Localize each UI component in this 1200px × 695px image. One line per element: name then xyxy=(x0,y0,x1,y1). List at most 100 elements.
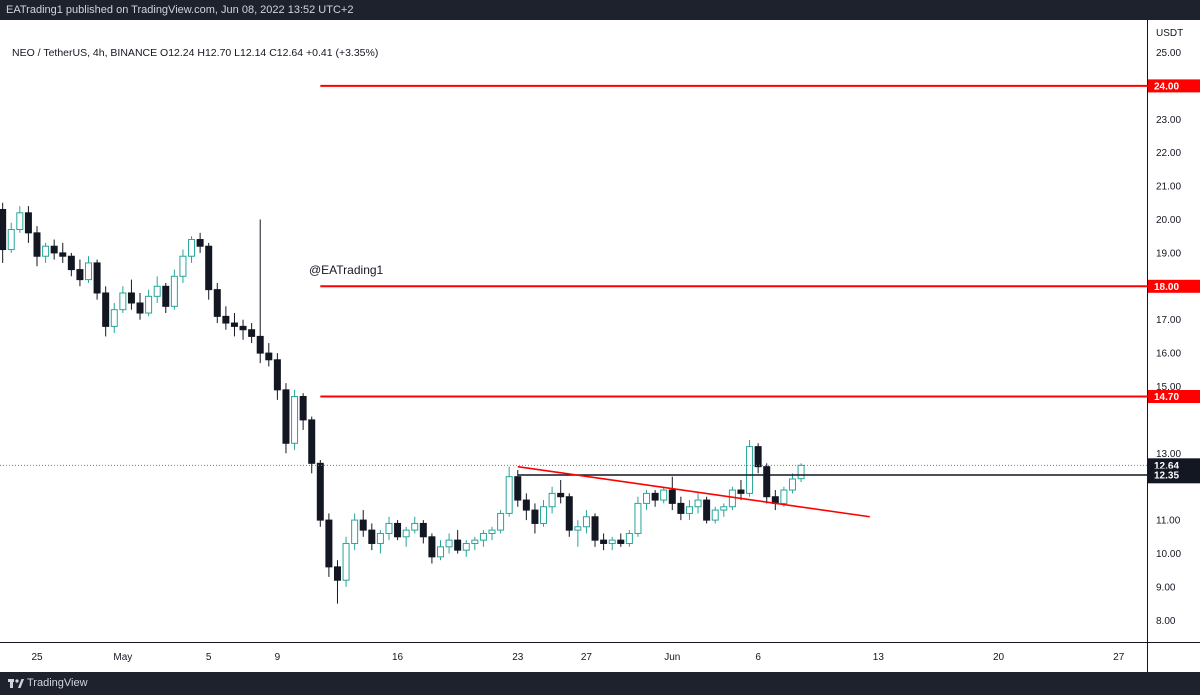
candle xyxy=(574,520,582,547)
candle xyxy=(522,493,530,521)
candle-body xyxy=(59,252,67,257)
candle-body xyxy=(788,478,796,491)
candle xyxy=(788,473,796,494)
candle xyxy=(608,536,616,551)
candle-body xyxy=(67,255,75,271)
candle xyxy=(179,249,187,283)
candle-body xyxy=(325,519,333,568)
candle xyxy=(471,536,479,551)
candle-body xyxy=(196,239,204,247)
candle xyxy=(497,510,505,534)
candle-body xyxy=(402,529,410,538)
candle-body xyxy=(24,212,32,234)
candle-body xyxy=(548,492,556,508)
x-tick-label: 27 xyxy=(581,652,593,663)
level-price-label-box xyxy=(1148,79,1200,93)
candle-body xyxy=(720,506,728,511)
candle-body xyxy=(479,532,487,541)
candle-body xyxy=(462,542,470,551)
y-tick-label: 8.00 xyxy=(1156,616,1176,627)
candle xyxy=(273,353,281,400)
candle xyxy=(145,289,153,317)
candle-body xyxy=(213,289,221,317)
candle-body xyxy=(574,526,582,531)
candle xyxy=(102,286,110,337)
candle-body xyxy=(33,232,41,257)
candle-body xyxy=(634,502,642,534)
candle xyxy=(634,496,642,537)
author-watermark: @EATrading1 xyxy=(309,263,384,277)
candle xyxy=(419,520,427,544)
candle xyxy=(376,530,384,554)
x-tick-label: 16 xyxy=(392,652,404,663)
candle-body xyxy=(617,539,625,544)
x-tick-label: 23 xyxy=(512,652,524,663)
candle xyxy=(436,540,444,561)
y-tick-label: 20.00 xyxy=(1156,215,1181,226)
candle xyxy=(188,236,196,263)
candle xyxy=(557,480,565,504)
candle-body xyxy=(50,245,58,254)
chart-legend: NEO / TetherUS, 4h, BINANCE O12.24 H12.7… xyxy=(12,47,379,59)
candle-body xyxy=(600,539,608,544)
candle xyxy=(548,486,556,514)
footer-bar: TradingView xyxy=(0,672,1200,695)
candle xyxy=(248,323,256,344)
candle-body xyxy=(660,489,668,501)
candle xyxy=(24,206,32,243)
chart-area[interactable]: USDT 25.00 23.00 22.00 21.00 20.00 19.00 17.00… xyxy=(0,20,1200,672)
candle xyxy=(737,480,745,501)
last-price-text: 12.64 xyxy=(1154,461,1179,472)
candle-body xyxy=(643,492,651,504)
candle xyxy=(119,286,127,314)
candle xyxy=(359,510,367,537)
candle xyxy=(291,389,299,450)
trend-line[interactable] xyxy=(517,465,870,518)
candle xyxy=(93,259,101,300)
candle xyxy=(677,496,685,521)
y-tick-label: 11.00 xyxy=(1156,516,1181,527)
candle-body xyxy=(488,529,496,534)
level-price-label-text: 18.00 xyxy=(1154,282,1179,293)
candle xyxy=(651,490,659,507)
candle-body xyxy=(591,516,599,541)
candle xyxy=(342,536,350,587)
candle xyxy=(600,533,608,551)
candle xyxy=(325,513,333,577)
candle-body xyxy=(205,245,213,291)
candle-body xyxy=(76,269,84,281)
candle-body xyxy=(608,539,616,544)
candle-body xyxy=(162,285,170,307)
candle-body xyxy=(685,506,693,514)
candle-body xyxy=(256,335,264,354)
price-chart[interactable]: USDT 25.00 23.00 22.00 21.00 20.00 19.00 17.00… xyxy=(0,20,1200,672)
candle-body xyxy=(170,275,178,307)
candle-body xyxy=(411,522,419,531)
candle xyxy=(746,439,754,497)
support-price-label-box xyxy=(1148,468,1200,482)
candle-body xyxy=(694,499,702,508)
level-price-label-box xyxy=(1148,390,1200,404)
x-tick-label: 9 xyxy=(275,652,281,663)
candle xyxy=(162,282,170,314)
candle-body xyxy=(522,499,530,511)
candle-body xyxy=(625,532,633,544)
candle xyxy=(127,279,135,310)
candle-body xyxy=(291,396,299,444)
candle-body xyxy=(248,329,256,337)
candle-body xyxy=(780,489,788,504)
x-tick-label: 25 xyxy=(31,652,43,663)
y-tick-label: 25.00 xyxy=(1156,48,1181,59)
candle-body xyxy=(316,462,324,521)
candle-body xyxy=(497,512,505,531)
candle-body xyxy=(531,509,539,524)
candle xyxy=(694,493,702,514)
candle-body xyxy=(136,302,144,314)
candle xyxy=(643,490,651,511)
candle xyxy=(685,500,693,521)
level-price-label-text: 24.00 xyxy=(1154,82,1179,93)
candle-body xyxy=(557,492,565,498)
candle xyxy=(488,526,496,541)
candle xyxy=(411,516,419,534)
y-tick-label: 21.00 xyxy=(1156,182,1181,193)
